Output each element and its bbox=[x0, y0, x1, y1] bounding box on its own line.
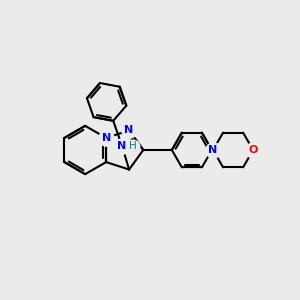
Text: N: N bbox=[208, 145, 218, 155]
Text: N: N bbox=[117, 141, 127, 151]
Text: N: N bbox=[101, 133, 111, 143]
Text: H: H bbox=[129, 141, 137, 151]
Text: O: O bbox=[248, 145, 258, 155]
Text: N: N bbox=[124, 125, 134, 136]
